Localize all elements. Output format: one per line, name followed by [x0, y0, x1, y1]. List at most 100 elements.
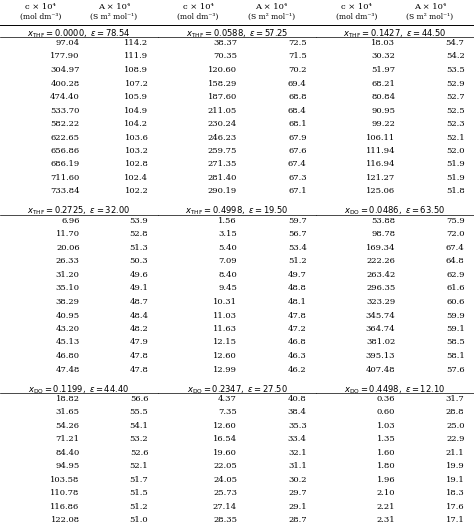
Text: 46.8: 46.8: [288, 338, 307, 346]
Text: 17.6: 17.6: [446, 503, 465, 511]
Text: 51.3: 51.3: [129, 244, 148, 252]
Text: 71.5: 71.5: [288, 53, 307, 61]
Text: 57.6: 57.6: [446, 366, 465, 374]
Text: 49.1: 49.1: [129, 285, 148, 292]
Text: 9.45: 9.45: [218, 285, 237, 292]
Text: 1.80: 1.80: [377, 463, 395, 471]
Text: 59.7: 59.7: [288, 217, 307, 225]
Text: 2.21: 2.21: [377, 503, 395, 511]
Text: 711.60: 711.60: [50, 174, 80, 182]
Text: 2.10: 2.10: [377, 490, 395, 497]
Text: 103.58: 103.58: [50, 476, 80, 484]
Text: 11.03: 11.03: [213, 311, 237, 319]
Text: 67.6: 67.6: [288, 147, 307, 155]
Text: 35.3: 35.3: [288, 422, 307, 430]
Text: 11.63: 11.63: [213, 325, 237, 333]
Text: 70.35: 70.35: [213, 53, 237, 61]
Text: 48.7: 48.7: [129, 298, 148, 306]
Text: 296.35: 296.35: [366, 285, 395, 292]
Text: 59.9: 59.9: [446, 311, 465, 319]
Text: 31.20: 31.20: [56, 271, 80, 279]
Text: 474.40: 474.40: [50, 93, 80, 101]
Text: 582.22: 582.22: [51, 120, 80, 128]
Text: 323.29: 323.29: [366, 298, 395, 306]
Text: 19.60: 19.60: [213, 449, 237, 457]
Text: 18.03: 18.03: [371, 39, 395, 47]
Text: (mol dm⁻³): (mol dm⁻³): [19, 13, 61, 21]
Text: 51.2: 51.2: [288, 258, 307, 266]
Text: 116.94: 116.94: [366, 161, 395, 169]
Text: 187.60: 187.60: [208, 93, 237, 101]
Text: 55.5: 55.5: [129, 408, 148, 416]
Text: 102.4: 102.4: [124, 174, 148, 182]
Text: 3.15: 3.15: [218, 230, 237, 239]
Text: 54.7: 54.7: [446, 39, 465, 47]
Text: 263.42: 263.42: [366, 271, 395, 279]
Text: 6.96: 6.96: [61, 217, 80, 225]
Text: 25.73: 25.73: [213, 490, 237, 497]
Text: 1.96: 1.96: [377, 476, 395, 484]
Text: $x_{\mathrm{THF}}=0.0000,\ \varepsilon=78.54$: $x_{\mathrm{THF}}=0.0000,\ \varepsilon=7…: [27, 27, 131, 40]
Text: 97.04: 97.04: [55, 39, 80, 47]
Text: 51.0: 51.0: [130, 516, 148, 524]
Text: 53.5: 53.5: [446, 66, 465, 74]
Text: 52.8: 52.8: [130, 230, 148, 239]
Text: 45.13: 45.13: [55, 338, 80, 346]
Text: 38.4: 38.4: [288, 408, 307, 416]
Text: 12.15: 12.15: [213, 338, 237, 346]
Text: A × 10⁴: A × 10⁴: [414, 3, 446, 11]
Text: 51.9: 51.9: [446, 174, 465, 182]
Text: 0.36: 0.36: [377, 395, 395, 403]
Text: 47.8: 47.8: [288, 311, 307, 319]
Text: 47.8: 47.8: [129, 352, 148, 360]
Text: 106.11: 106.11: [366, 133, 395, 142]
Text: 110.78: 110.78: [50, 490, 80, 497]
Text: 90.95: 90.95: [371, 106, 395, 114]
Text: 0.60: 0.60: [377, 408, 395, 416]
Text: 10.31: 10.31: [213, 298, 237, 306]
Text: 271.35: 271.35: [208, 161, 237, 169]
Text: $x_{\mathrm{DO}}=0.4498,\ \varepsilon=12.10$: $x_{\mathrm{DO}}=0.4498,\ \varepsilon=12…: [345, 383, 446, 395]
Text: 68.1: 68.1: [288, 120, 307, 128]
Text: 120.60: 120.60: [208, 66, 237, 74]
Text: (S m² mol⁻¹): (S m² mol⁻¹): [248, 13, 295, 21]
Text: 48.4: 48.4: [129, 311, 148, 319]
Text: 281.40: 281.40: [208, 174, 237, 182]
Text: $x_{\mathrm{THF}}=0.1427,\ \varepsilon=44.50$: $x_{\mathrm{THF}}=0.1427,\ \varepsilon=4…: [343, 27, 447, 40]
Text: 169.34: 169.34: [366, 244, 395, 252]
Text: 18.82: 18.82: [55, 395, 80, 403]
Text: 58.1: 58.1: [446, 352, 465, 360]
Text: 33.4: 33.4: [288, 435, 307, 444]
Text: 364.74: 364.74: [365, 325, 395, 333]
Text: 12.99: 12.99: [213, 366, 237, 374]
Text: 52.3: 52.3: [446, 120, 465, 128]
Text: 22.05: 22.05: [213, 463, 237, 471]
Text: 72.0: 72.0: [446, 230, 465, 239]
Text: 116.86: 116.86: [50, 503, 80, 511]
Text: c × 10⁴: c × 10⁴: [25, 3, 56, 11]
Text: 62.9: 62.9: [446, 271, 465, 279]
Text: 102.8: 102.8: [125, 161, 148, 169]
Text: 104.9: 104.9: [124, 106, 148, 114]
Text: $x_{\mathrm{DO}}=0.0486,\ \varepsilon=63.50$: $x_{\mathrm{DO}}=0.0486,\ \varepsilon=63…: [345, 205, 446, 218]
Text: 94.95: 94.95: [55, 463, 80, 471]
Text: 24.05: 24.05: [213, 476, 237, 484]
Text: 31.7: 31.7: [446, 395, 465, 403]
Text: 108.9: 108.9: [124, 66, 148, 74]
Text: 53.88: 53.88: [371, 217, 395, 225]
Text: 67.4: 67.4: [446, 244, 465, 252]
Text: 12.60: 12.60: [213, 422, 237, 430]
Text: $x_{\mathrm{THF}}=0.2725,\ \varepsilon=32.00$: $x_{\mathrm{THF}}=0.2725,\ \varepsilon=3…: [27, 205, 130, 218]
Text: 68.21: 68.21: [372, 80, 395, 87]
Text: 1.03: 1.03: [377, 422, 395, 430]
Text: 54.1: 54.1: [129, 422, 148, 430]
Text: 35.10: 35.10: [55, 285, 80, 292]
Text: 107.2: 107.2: [125, 80, 148, 87]
Text: 51.2: 51.2: [130, 503, 148, 511]
Text: 29.1: 29.1: [288, 503, 307, 511]
Text: 80.84: 80.84: [371, 93, 395, 101]
Text: 104.2: 104.2: [124, 120, 148, 128]
Text: 20.06: 20.06: [56, 244, 80, 252]
Text: 22.9: 22.9: [446, 435, 465, 444]
Text: 158.29: 158.29: [208, 80, 237, 87]
